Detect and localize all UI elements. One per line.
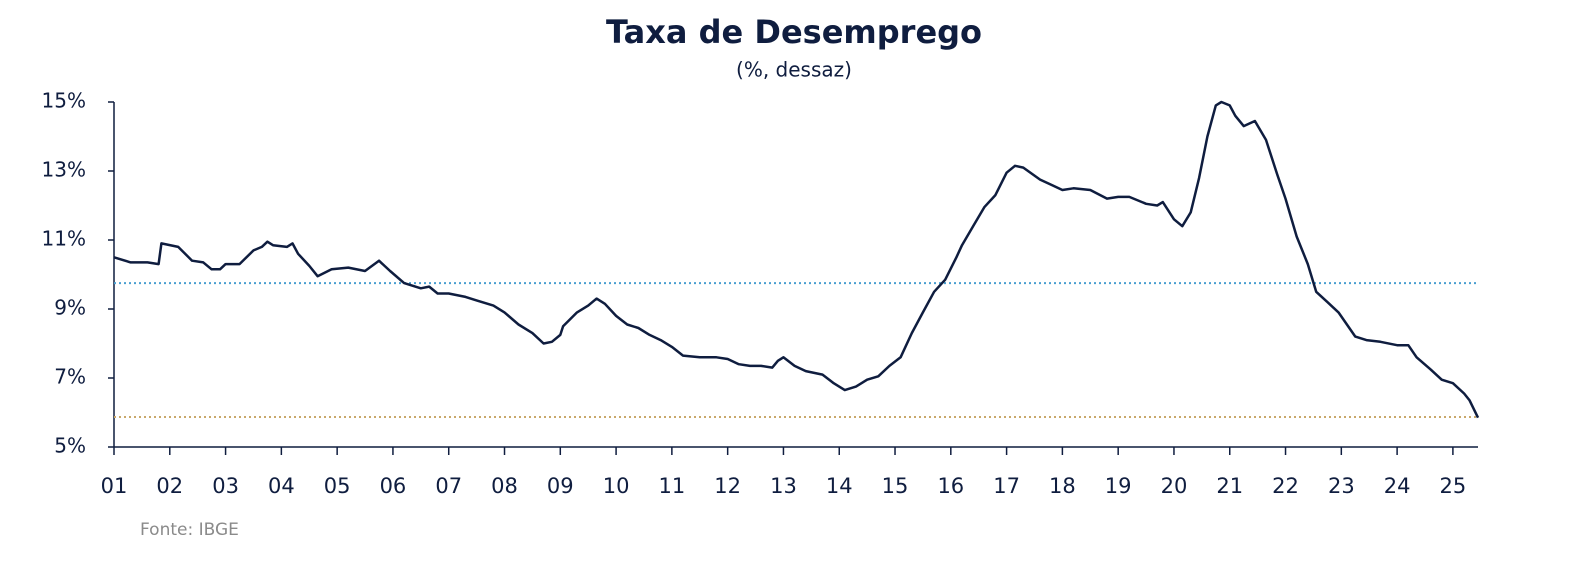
x-tick-label: 18 [1049, 474, 1076, 498]
x-tick-label: 21 [1216, 474, 1243, 498]
chart-title: Taxa de Desemprego [606, 13, 982, 51]
y-tick-label: 11% [42, 227, 86, 251]
data-line [113, 100, 1480, 419]
x-tick-label: 02 [156, 474, 183, 498]
x-tick-label: 16 [937, 474, 964, 498]
x-tick-label: 20 [1161, 474, 1188, 498]
x-tick-label: 13 [770, 474, 797, 498]
x-tick-label: 11 [659, 474, 686, 498]
y-tick-label: 13% [42, 158, 86, 182]
x-tick-label: 14 [826, 474, 853, 498]
x-tick-label: 10 [603, 474, 630, 498]
y-tick-label: 15% [42, 89, 86, 113]
x-tick-label: 08 [491, 474, 518, 498]
y-tick-label: 5% [54, 434, 86, 458]
x-tick-label: 03 [212, 474, 239, 498]
x-tick-label: 24 [1384, 474, 1411, 498]
x-tick-label: 23 [1328, 474, 1355, 498]
y-tick-label: 7% [54, 365, 86, 389]
x-tick-label: 22 [1272, 474, 1299, 498]
x-tick-label: 04 [268, 474, 295, 498]
x-tick-label: 01 [101, 474, 128, 498]
x-tick-label: 15 [882, 474, 909, 498]
chart-subtitle: (%, dessaz) [736, 58, 852, 82]
x-tick-label: 17 [993, 474, 1020, 498]
x-tick-label: 06 [380, 474, 407, 498]
y-tick-label: 9% [54, 296, 86, 320]
x-tick-label: 07 [435, 474, 462, 498]
x-tick-label: 25 [1440, 474, 1467, 498]
x-tick-label: 12 [714, 474, 741, 498]
x-tick-label: 09 [547, 474, 574, 498]
source-note: Fonte: IBGE [140, 520, 239, 540]
x-tick-label: 19 [1105, 474, 1132, 498]
x-tick-label: 05 [324, 474, 351, 498]
